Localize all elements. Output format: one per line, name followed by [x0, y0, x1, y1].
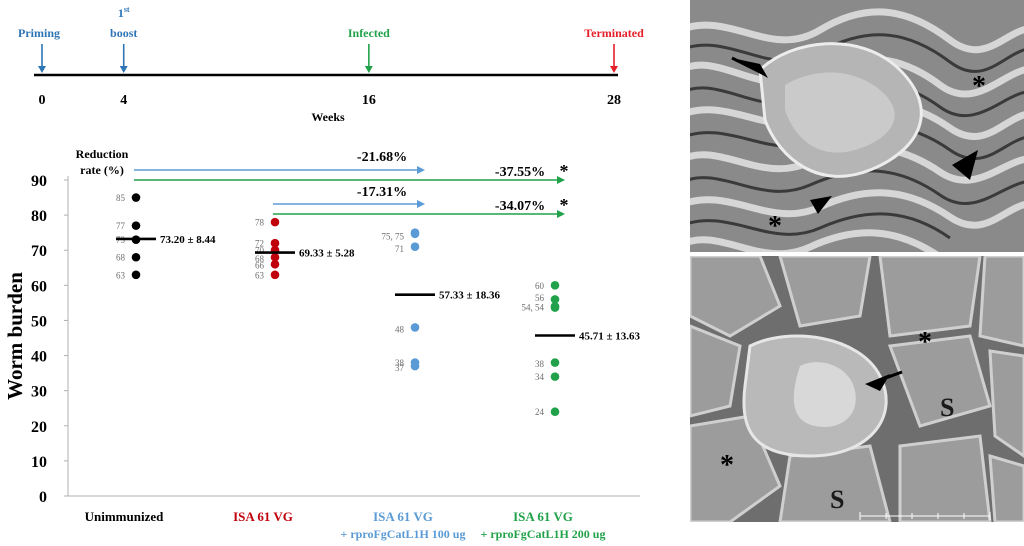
timeline-tick-label: 28	[607, 93, 621, 108]
timeline-event-arrowhead	[119, 66, 128, 73]
reduction-rate-label-line2: rate (%)	[80, 163, 124, 177]
data-point-label: 56	[535, 293, 545, 303]
y-tick-label: 60	[31, 278, 47, 295]
data-point	[270, 217, 280, 227]
reduction-arrowhead	[417, 200, 425, 208]
data-point-label: 37	[395, 363, 405, 373]
timeline-event-arrowhead	[38, 66, 46, 73]
group-label: Unimmunized	[85, 509, 165, 524]
mean-label: 45.71 ± 13.63	[579, 331, 641, 343]
timeline-event-label: Terminated	[584, 26, 644, 40]
data-point-label: 71	[395, 244, 404, 254]
data-point-label: 75, 75	[382, 232, 405, 242]
y-tick-label: 10	[31, 454, 47, 471]
micrograph-label: *	[768, 211, 782, 242]
chart-area: Priming 0 1st boost 4 Infected 16 Terminated 28 W…	[3, 5, 644, 541]
group-label: ISA 61 VG	[513, 509, 573, 524]
data-point-label: 78	[255, 218, 265, 228]
mean-label: 57.33 ± 18.36	[439, 290, 501, 302]
y-tick-label: 0	[39, 489, 47, 506]
data-point	[131, 193, 141, 202]
data-point	[550, 295, 560, 304]
mean-label: 69.33 ± 5.28	[299, 248, 355, 260]
reduction-label: -21.68%	[357, 150, 407, 165]
data-point-label: 63	[255, 270, 265, 280]
data-point	[410, 242, 420, 252]
data-point	[270, 252, 280, 262]
y-tick-label: 30	[31, 384, 47, 401]
reduction-arrowhead	[557, 210, 565, 218]
reduction-label: -37.55%	[495, 165, 545, 180]
data-point	[550, 303, 560, 312]
data-point	[410, 229, 420, 239]
sem-micrograph-top: * *	[690, 0, 1024, 252]
data-point-label: 38	[395, 358, 405, 368]
timeline-event-label: boost	[110, 26, 137, 40]
data-point	[550, 281, 560, 290]
mean-label: 73.20 ± 8.44	[160, 234, 216, 246]
group-label-line2: + rproFgCatL1H 100 ug	[341, 527, 466, 541]
y-tick-label: 40	[31, 349, 47, 366]
sem-micrograph-bottom: * * S S	[690, 256, 1024, 522]
data-point-label: 24	[535, 407, 545, 417]
data-point-label: 85	[116, 193, 126, 203]
data-point	[270, 238, 280, 248]
y-axis-label: Worm burden	[3, 272, 27, 400]
reduction-label: -17.31%	[357, 185, 407, 200]
data-point	[550, 372, 560, 381]
data-point-label: 48	[395, 325, 405, 335]
timeline: Priming 0 1st boost 4 Infected 16 Terminated 28 W…	[18, 5, 644, 124]
y-tick-label: 50	[31, 313, 47, 330]
micrograph-label: *	[918, 327, 932, 358]
y-tick-label: 70	[31, 243, 47, 260]
significance-star: *	[560, 161, 569, 181]
data-point-label: 68	[255, 254, 265, 264]
reduction-arrowhead	[557, 176, 565, 184]
data-point	[550, 358, 560, 367]
micrograph-label: S	[830, 485, 844, 514]
data-point	[131, 270, 141, 280]
timeline-tick-label: 16	[362, 93, 376, 108]
y-tick-label: 80	[31, 208, 47, 225]
worm-burden-plot: Worm burden Reduction rate (%) 0 10 20 30 40…	[3, 147, 641, 541]
group-label-line2: + rproFgCatL1H 200 ug	[481, 527, 606, 541]
timeline-event-arrowhead	[364, 66, 373, 73]
timeline-event-arrowhead	[610, 66, 618, 73]
reduction-rate-label-line1: Reduction	[76, 147, 129, 161]
y-tick-label: 20	[31, 419, 47, 436]
data-point-label: 68	[116, 253, 126, 263]
micrograph-label: *	[720, 450, 734, 481]
data-point	[550, 407, 560, 417]
data-point-label: 66	[255, 260, 265, 270]
data-point-label: 70	[255, 246, 265, 256]
data-point-label: 38	[535, 359, 545, 369]
data-point	[270, 270, 280, 280]
timeline-tick-label: 4	[120, 93, 127, 108]
data-point-label: 72	[255, 239, 264, 249]
data-point	[410, 323, 420, 332]
timeline-tick-label: 0	[39, 93, 46, 108]
data-point	[131, 252, 141, 262]
data-point-label: 54, 54	[522, 303, 545, 313]
reduction-label: -34.07%	[495, 199, 545, 214]
data-point	[270, 259, 280, 269]
data-point	[131, 221, 141, 230]
data-point-label: 77	[116, 221, 126, 231]
timeline-event-label: Infected	[348, 26, 390, 40]
timeline-event-label: 1st	[118, 5, 130, 20]
data-point-label: 34	[535, 372, 545, 382]
micrograph-label: S	[940, 393, 954, 422]
data-point-label: 60	[535, 281, 545, 291]
scale-bar	[859, 512, 991, 520]
reduction-arrowhead	[417, 166, 425, 174]
group-label: ISA 61 VG	[373, 509, 433, 524]
data-point	[410, 361, 420, 371]
timeline-event-label: Priming	[18, 26, 60, 40]
timeline-x-label: Weeks	[311, 110, 345, 124]
micrograph-label: *	[972, 71, 986, 102]
group-label: ISA 61 VG	[233, 509, 293, 524]
significance-star: *	[560, 195, 569, 215]
y-tick-label: 90	[31, 173, 47, 190]
data-point-label: 63	[116, 270, 126, 280]
